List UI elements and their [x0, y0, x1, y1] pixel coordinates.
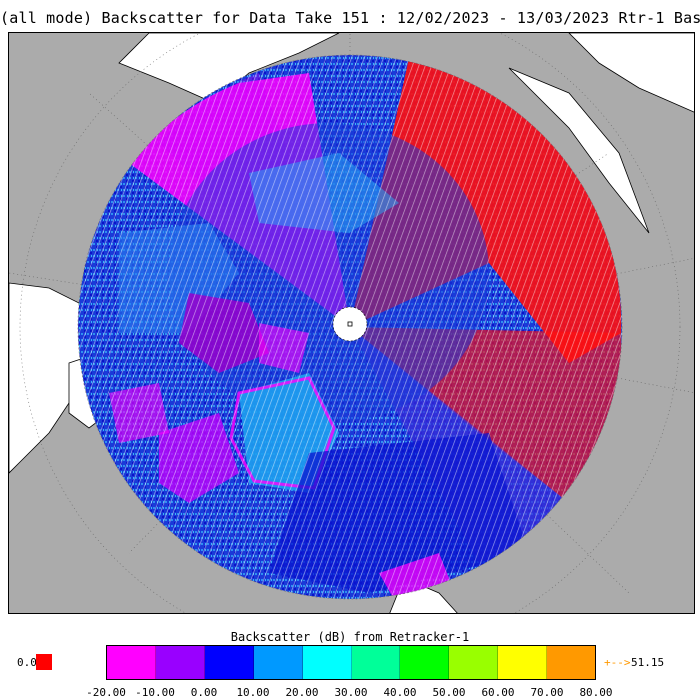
colorbar: [106, 645, 596, 680]
colorbar-segment: [253, 646, 303, 679]
under-range-swatch: [36, 654, 52, 670]
over-range-value: 51.15: [631, 656, 665, 669]
polar-map: [8, 32, 695, 614]
over-range-arrow: +-->: [604, 656, 631, 669]
colorbar-tick-label: 80.00: [579, 686, 613, 699]
colorbar-segment: [302, 646, 352, 679]
colorbar-segment: [107, 646, 156, 679]
colorbar-title: Backscatter (dB) from Retracker-1: [230, 630, 470, 644]
colorbar-tick-label: 50.00: [432, 686, 466, 699]
colorbar-segment: [351, 646, 401, 679]
colorbar-segment: [155, 646, 205, 679]
disc-outline: [77, 54, 623, 600]
colorbar-tick-label: -20.00: [86, 686, 126, 699]
colorbar-tick-label: 20.00: [285, 686, 319, 699]
colorbar-tick-label: 30.00: [334, 686, 368, 699]
under-range-value: 0.0: [17, 656, 37, 669]
land-masses: [9, 33, 694, 613]
colorbar-segment: [547, 646, 596, 679]
colorbar-segment: [498, 646, 548, 679]
colorbar-tick-label: -10.00: [135, 686, 175, 699]
colorbar-segment: [204, 646, 254, 679]
colorbar-tick-label: 10.00: [236, 686, 270, 699]
pole-marker: [332, 306, 368, 342]
colorbar-tick-label: 70.00: [530, 686, 564, 699]
colorbar-segment: [400, 646, 450, 679]
map-title: (all mode) Backscatter for Data Take 151…: [0, 9, 700, 27]
land-europe-right: [508, 67, 650, 234]
land-northeast-asia: [118, 33, 340, 104]
colorbar-tick-label: 60.00: [481, 686, 515, 699]
colorbar-tick-label: 0.00: [190, 686, 218, 699]
colorbar-segment: [449, 646, 499, 679]
land-asia-top-right: [568, 33, 694, 113]
colorbar-tick-label: 40.00: [383, 686, 417, 699]
